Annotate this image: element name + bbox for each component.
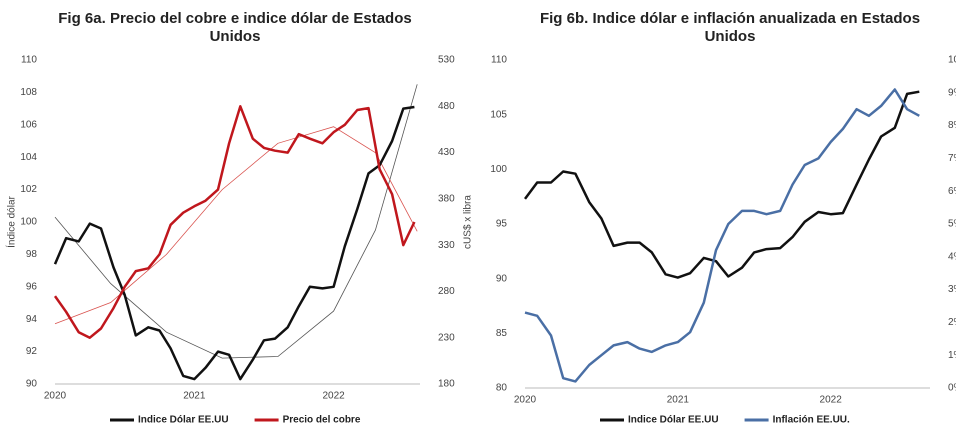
legend-label: Inflación EE.UU. (773, 415, 850, 426)
y-tick-label: 108 (20, 87, 37, 98)
y2-tick-label: 380 (438, 193, 455, 204)
y-tick-label: 94 (26, 314, 38, 325)
y2-tick-label: 1% (948, 350, 956, 361)
y-tick-label: 95 (496, 219, 508, 230)
x-tick-label: 2022 (820, 395, 843, 406)
y2-tick-label: 230 (438, 332, 455, 343)
y2-tick-label: 480 (438, 101, 455, 112)
y-tick-label: 80 (496, 383, 508, 394)
y2-tick-label: 430 (438, 147, 455, 158)
y2-tick-label: 2% (948, 317, 956, 328)
y2-tick-label: 3% (948, 284, 956, 295)
y2-tick-label: 6% (948, 186, 956, 197)
line (53, 105, 416, 339)
x-tick-label: 2020 (44, 391, 67, 402)
chart-title: Fig 6a. Precio del cobre e indice dólar … (58, 10, 412, 45)
y-tick-label: 110 (21, 55, 37, 66)
y-tick-label: 98 (26, 249, 38, 260)
y2-tick-label: 280 (438, 286, 455, 297)
x-tick-label: 2021 (183, 391, 206, 402)
y2-tick-label: 9% (948, 87, 956, 98)
y2-tick-label: 530 (438, 55, 455, 66)
legend-label: Precio del cobre (283, 415, 361, 426)
y2-tick-label: 180 (438, 379, 455, 390)
y-tick-label: 96 (26, 281, 38, 292)
y-tick-label: 105 (490, 109, 507, 120)
y2-tick-label: 4% (948, 251, 956, 262)
y-tick-label: 100 (20, 217, 37, 228)
chart-title: Fig 6b. Indice dólar e inflación anualiz… (539, 10, 921, 45)
line (524, 88, 920, 383)
legend-label: Indice Dólar EE.UU (628, 415, 719, 426)
y-axis-title: Índice dólar (5, 195, 18, 247)
y-tick-label: 110 (491, 55, 507, 66)
y-tick-label: 104 (20, 152, 37, 163)
y2-tick-label: 8% (948, 120, 956, 131)
y-tick-label: 106 (20, 119, 37, 130)
y-tick-label: 102 (20, 184, 37, 195)
line (53, 105, 415, 381)
y2-axis-title: cUS$ x libra (463, 195, 474, 249)
y2-tick-label: 5% (948, 219, 956, 230)
trend-line (54, 126, 418, 325)
line (523, 90, 920, 279)
legend-label: Indice Dólar EE.UU (138, 415, 229, 426)
y2-tick-label: 10% (948, 55, 956, 66)
y-tick-label: 90 (26, 379, 38, 390)
y-tick-label: 92 (26, 346, 38, 357)
x-tick-label: 2021 (667, 395, 690, 406)
x-tick-label: 2022 (323, 391, 346, 402)
trend-line (54, 84, 418, 359)
y2-tick-label: 330 (438, 240, 455, 251)
x-tick-label: 2020 (514, 395, 537, 406)
y2-tick-label: 0% (948, 383, 956, 394)
y-tick-label: 85 (496, 328, 508, 339)
y-tick-label: 100 (490, 164, 507, 175)
y2-tick-label: 7% (948, 153, 956, 164)
y-tick-label: 90 (496, 273, 508, 284)
